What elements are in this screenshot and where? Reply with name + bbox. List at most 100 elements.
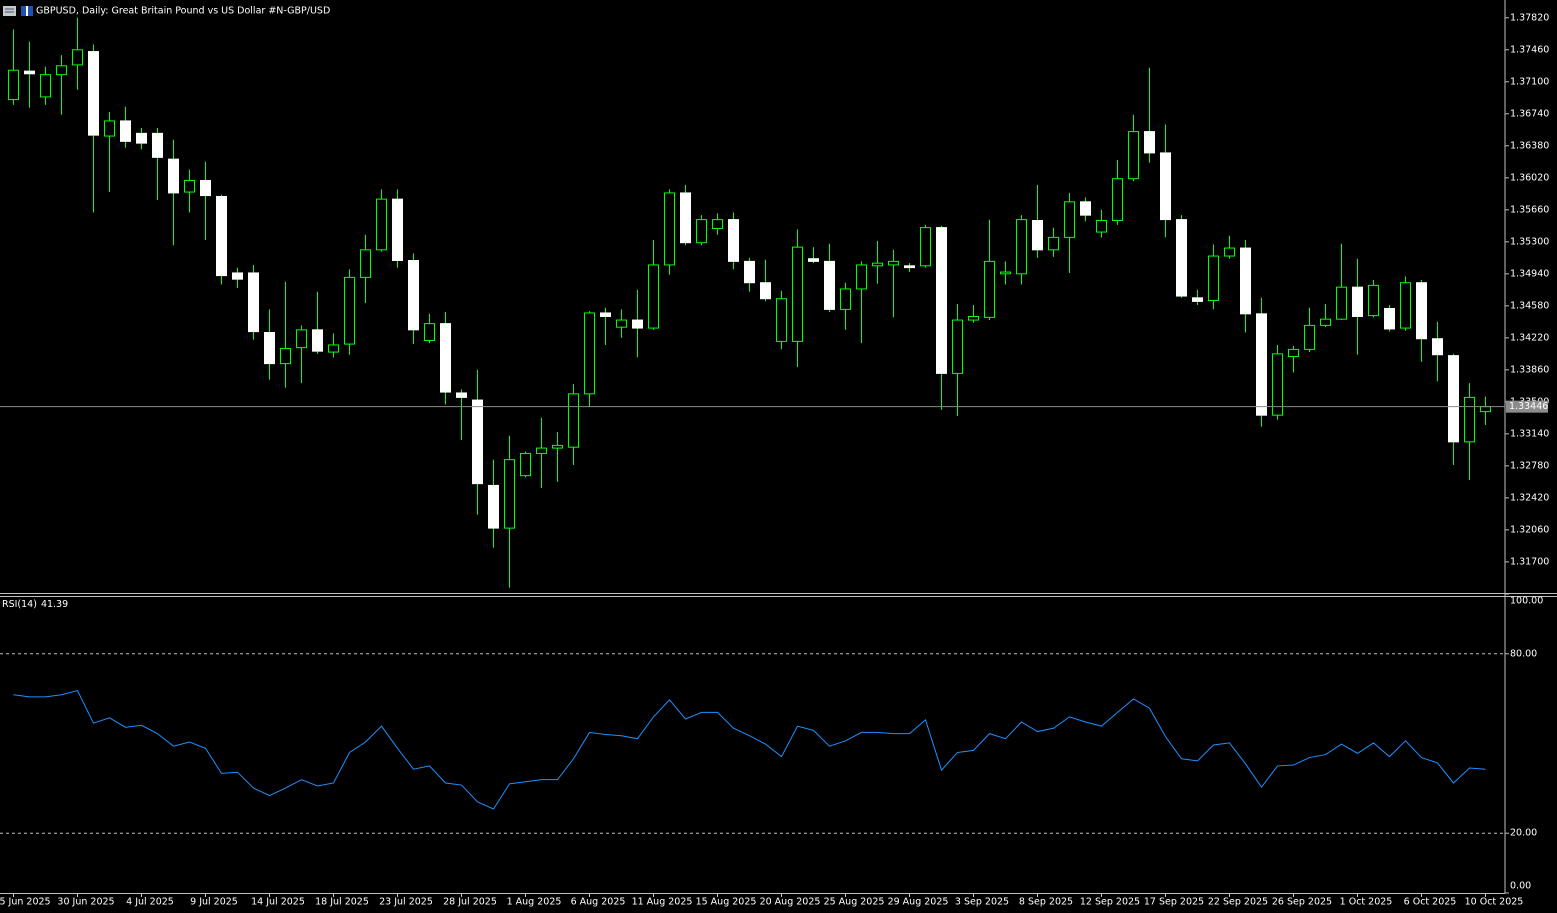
y-tick-label: 1.37100 <box>1510 76 1549 87</box>
candle-body <box>824 260 835 310</box>
candle-body <box>968 316 979 321</box>
y-tick-label: 1.34580 <box>1510 300 1549 311</box>
candle-body <box>280 348 291 365</box>
candle-body <box>1448 355 1459 443</box>
menu-icon[interactable] <box>3 6 16 16</box>
x-tick-label: 23 Jul 2025 <box>379 897 433 908</box>
y-tick-label: 1.36380 <box>1510 140 1549 151</box>
candle-body <box>1368 284 1379 317</box>
candle-body <box>808 258 819 262</box>
candle-body <box>520 452 531 477</box>
candle-body <box>1464 396 1475 443</box>
x-tick-label: 28 Jul 2025 <box>443 897 497 908</box>
x-tick-label: 6 Oct 2025 <box>1404 897 1457 908</box>
y-tick-label: 1.32420 <box>1510 492 1549 503</box>
candle-body <box>664 192 675 266</box>
y-tick-label: 20.00 <box>1510 828 1537 839</box>
candle-body <box>8 69 19 101</box>
candle-body <box>1384 308 1395 330</box>
y-tick-label: 1.34220 <box>1510 332 1549 343</box>
y-tick-label: 1.37460 <box>1510 44 1549 55</box>
candle-body <box>1240 247 1251 315</box>
candle-body <box>1288 348 1299 358</box>
y-tick-label: 0.00 <box>1510 881 1531 892</box>
candle-body <box>120 120 131 142</box>
candle-body <box>1064 201 1075 238</box>
candle-body <box>440 323 451 393</box>
candle-body <box>504 459 515 529</box>
candle-body <box>648 264 659 329</box>
candle-body <box>696 219 707 244</box>
candle-body <box>1192 297 1203 302</box>
candle-body <box>616 319 627 328</box>
candle-body <box>24 70 35 75</box>
candle-body <box>1304 324 1315 350</box>
candle-body <box>152 132 163 158</box>
candle-body <box>600 312 611 318</box>
candle-body <box>392 198 403 261</box>
indicator-name: RSI(14) <box>2 599 37 610</box>
candle-body <box>424 323 435 342</box>
candle-body <box>568 393 579 448</box>
candle-body <box>920 227 931 267</box>
candle-body <box>1256 313 1267 416</box>
candle-body <box>584 312 595 395</box>
y-tick-label: 1.35300 <box>1510 236 1549 247</box>
candle-body <box>856 264 867 290</box>
candle-body <box>344 276 355 345</box>
candle-body <box>1416 282 1427 340</box>
y-tick-label: 1.35660 <box>1510 204 1549 215</box>
x-tick-label: 4 Jul 2025 <box>126 897 174 908</box>
y-tick-label: 1.34940 <box>1510 268 1549 279</box>
candle-body <box>904 265 915 269</box>
candle-body <box>872 262 883 267</box>
x-tick-label: 1 Aug 2025 <box>507 897 562 908</box>
x-tick-label: 29 Aug 2025 <box>888 897 949 908</box>
candle-body <box>1112 178 1123 221</box>
candle-body <box>680 192 691 244</box>
candle-body <box>840 288 851 310</box>
chart-title: GBPUSD, Daily: Great Britain Pound vs US… <box>36 6 330 17</box>
candle-body <box>952 319 963 374</box>
symbol-icons <box>3 6 33 16</box>
y-tick-label: 1.31700 <box>1510 556 1549 567</box>
candle-body <box>104 120 115 137</box>
candle-body <box>56 65 67 76</box>
indicator-value: 41.39 <box>41 599 68 610</box>
candle-body <box>936 227 947 374</box>
candle-body <box>1048 236 1059 251</box>
x-tick-label: 12 Sep 2025 <box>1080 897 1140 908</box>
candles <box>8 17 1491 588</box>
candle-body <box>216 195 227 277</box>
x-tick-label: 8 Sep 2025 <box>1019 897 1073 908</box>
x-tick-label: 15 Aug 2025 <box>696 897 757 908</box>
candle-body <box>360 249 371 278</box>
candle-body <box>40 74 51 98</box>
x-tick-label: 1 Oct 2025 <box>1340 897 1393 908</box>
x-tick-label: 9 Jul 2025 <box>190 897 238 908</box>
candle-body <box>1096 219 1107 233</box>
candle-body <box>232 272 243 280</box>
y-tick-label: 100.00 <box>1510 596 1543 607</box>
candle-body <box>632 319 643 329</box>
last-price-label: 1.33446 <box>1509 401 1548 412</box>
candle-body <box>1144 131 1155 154</box>
x-tick-label: 3 Sep 2025 <box>955 897 1009 908</box>
candle-body <box>744 260 755 284</box>
x-tick-label: 22 Sep 2025 <box>1208 897 1268 908</box>
x-tick-label: 14 Jul 2025 <box>251 897 305 908</box>
candle-body <box>312 329 323 352</box>
x-tick-label: 6 Aug 2025 <box>571 897 626 908</box>
candle-body <box>408 259 419 331</box>
x-tick-label: 25 Jun 2025 <box>0 897 51 908</box>
last-price-box <box>1506 400 1548 413</box>
candle-body <box>200 179 211 197</box>
candle-body <box>296 329 307 349</box>
candle-body <box>472 399 483 485</box>
candle-body <box>536 447 547 454</box>
candle-body <box>376 198 387 251</box>
candle-body <box>984 260 995 318</box>
candle-body <box>888 260 899 266</box>
y-tick-label: 1.36740 <box>1510 108 1549 119</box>
candle-body <box>136 132 147 144</box>
